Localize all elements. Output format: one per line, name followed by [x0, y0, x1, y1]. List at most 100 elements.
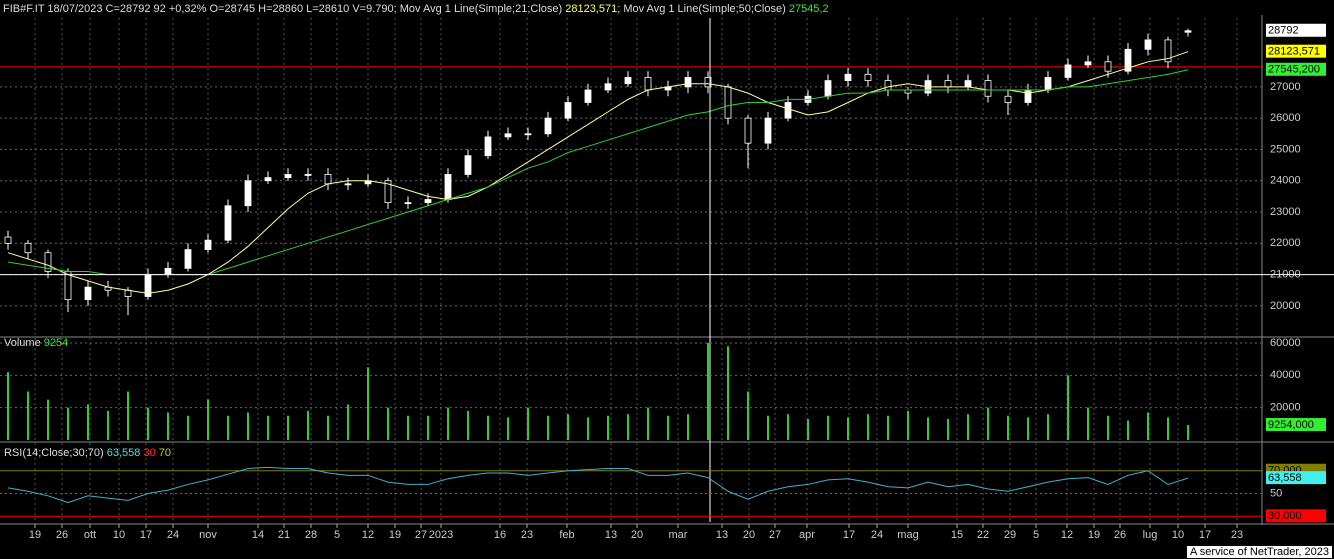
volume-bar [967, 414, 969, 440]
header: FIB#F.IT 18/07/2023 C=28792 92 +0,32% O=… [3, 3, 829, 15]
volume-bar [267, 415, 269, 440]
x-tick-label: 24 [871, 529, 883, 541]
candle-body [1024, 89, 1032, 103]
ma-value-label-box [1266, 62, 1326, 76]
candle-body [604, 83, 612, 91]
x-tick-label: 17 [843, 529, 855, 541]
x-tick-label: 28 [305, 529, 317, 541]
volume-bar [787, 414, 789, 440]
volume-bar [807, 418, 809, 440]
volume-bar [947, 418, 949, 440]
volume-bar [247, 412, 249, 440]
volume-bar [1147, 412, 1149, 440]
volume-bar [127, 391, 129, 440]
volume-bar [447, 407, 449, 440]
volume-bar [1087, 407, 1089, 440]
rsi-value-label-box [1266, 471, 1326, 485]
volume-bar [287, 415, 289, 440]
candle-body [564, 102, 572, 119]
x-tick-label: 29 [1004, 529, 1016, 541]
volume-bar [487, 415, 489, 440]
ma21-value: 28123,571 [565, 3, 618, 15]
candle-body [284, 174, 292, 178]
candle-body [704, 77, 712, 88]
volume-bar [1027, 417, 1029, 440]
volume-label: Volume 9254 [4, 337, 68, 349]
x-tick-label: 20 [631, 529, 643, 541]
x-tick-label: 23 [521, 529, 533, 541]
volume-bar [207, 399, 209, 440]
x-tick-label: lug [1143, 529, 1158, 541]
candle-body [504, 133, 512, 138]
candle-body [184, 249, 192, 269]
ma-value-label: 28123,571 [1268, 46, 1320, 58]
rsi-low: 30 [143, 447, 156, 459]
candle-body [684, 77, 692, 88]
volume-bar [507, 417, 509, 440]
volume-bar [347, 404, 349, 440]
x-tick-label: 26 [56, 529, 68, 541]
candle-body [264, 177, 272, 182]
y-tick-label: 20000 [1270, 402, 1301, 414]
volume-bar [927, 417, 929, 440]
volume-bar [627, 414, 629, 440]
candle-body [424, 199, 432, 204]
candle-body [304, 174, 312, 176]
volume-bar [587, 417, 589, 440]
candle-body [444, 174, 452, 200]
volume-bar [527, 407, 529, 440]
volume-bar [567, 414, 569, 440]
candle-body [24, 242, 32, 254]
candle-body [44, 252, 52, 272]
candle-body [964, 80, 972, 88]
x-tick-label: 14 [252, 529, 264, 541]
volume-bar [87, 404, 89, 440]
candle-body [404, 202, 412, 205]
x-tick-label: mag [897, 529, 918, 541]
y-tick-label: 40000 [1270, 369, 1301, 381]
x-tick-label: 27 [769, 529, 781, 541]
x-tick-label: 16 [494, 529, 506, 541]
volume-bar [307, 410, 309, 440]
volume-bar [1067, 375, 1069, 440]
close-value-label: 28792 [1268, 25, 1299, 37]
volume-bar [867, 414, 869, 440]
x-tick-label: 5 [1033, 529, 1039, 541]
candle-body [884, 80, 892, 91]
x-tick-label: 26 [1114, 529, 1126, 541]
ma-value-label-box [1266, 44, 1326, 58]
volume-bar [907, 410, 909, 440]
panel-title: RSI(14;Close;30;70) [4, 447, 104, 459]
candle-body [864, 73, 872, 81]
volume-bar [167, 412, 169, 440]
rsi-value-label: 63,558 [1268, 472, 1302, 484]
volume-bar [987, 407, 989, 440]
close-value-label-box [1266, 23, 1326, 37]
candle-body [1004, 95, 1012, 103]
volume-bar [827, 415, 829, 440]
rsi-last: 63,558 [106, 447, 141, 459]
y-tick-label: 23000 [1270, 206, 1301, 218]
volume-bar [767, 415, 769, 440]
volume-bar [607, 415, 609, 440]
candle-body [224, 205, 232, 241]
candle-body [464, 155, 472, 175]
candle-body [984, 80, 992, 97]
volume-bar [647, 407, 649, 440]
x-tick-label: 15 [951, 529, 963, 541]
volume-bar [47, 399, 49, 440]
level-label-box [1266, 509, 1326, 523]
candle-body [484, 136, 492, 157]
volume-bar [427, 415, 429, 440]
volume-bar [7, 372, 9, 440]
candle-body [944, 80, 952, 88]
volume-bar [147, 407, 149, 440]
x-tick-label: 17 [1199, 529, 1211, 541]
ma50-value: 27545,2 [788, 3, 829, 15]
y-tick-label: 24000 [1270, 175, 1301, 187]
x-tick-label: ott [84, 529, 96, 541]
volume-bar [667, 415, 669, 440]
candle-body [244, 180, 252, 207]
volume-bar [327, 415, 329, 440]
